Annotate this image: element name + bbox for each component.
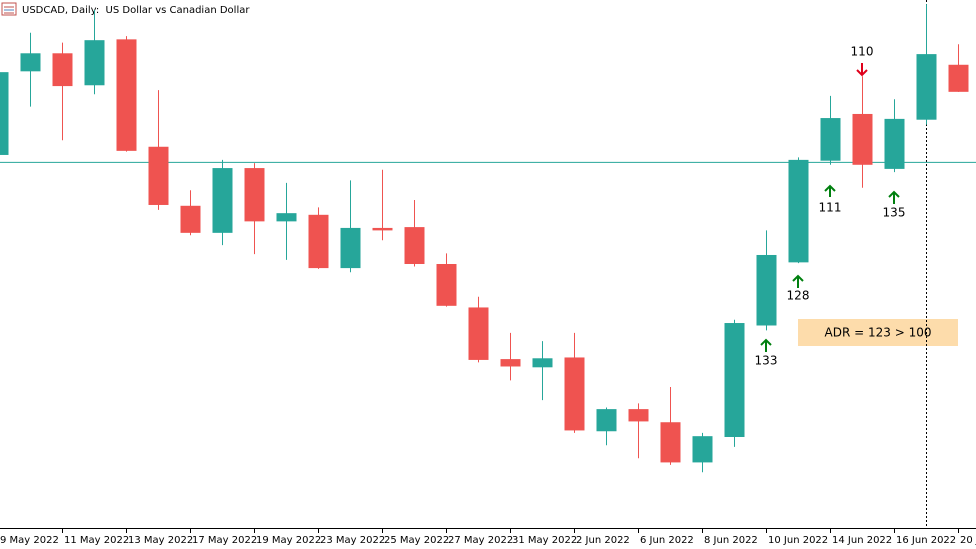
candle	[116, 36, 137, 152]
candle	[276, 182, 297, 260]
candle-body	[596, 409, 617, 432]
x-tick-label: 19 May 2022	[256, 535, 321, 546]
candle	[244, 163, 265, 255]
candle	[52, 42, 73, 141]
candle-body	[212, 168, 233, 233]
x-tick-label: 25 May 2022	[384, 535, 449, 546]
candle	[564, 332, 585, 433]
candle	[852, 76, 873, 188]
candle-body	[916, 54, 937, 120]
candle	[84, 9, 105, 95]
candle	[468, 296, 489, 363]
candle-body	[724, 323, 745, 437]
annotation-label: 135	[883, 206, 906, 220]
candle	[308, 207, 329, 269]
candle-body	[84, 40, 105, 86]
x-tick-label: 2 Jun 2022	[576, 535, 630, 546]
candle-body	[884, 118, 905, 169]
annotation-label: 111	[819, 201, 842, 215]
candle	[404, 200, 425, 267]
candle-body	[660, 422, 681, 463]
candle	[628, 403, 649, 459]
candle-body	[52, 53, 73, 87]
x-tick-label: 23 May 2022	[320, 535, 385, 546]
candle	[884, 99, 905, 173]
candle-body	[372, 227, 393, 231]
candle-body	[564, 357, 585, 431]
x-tick-label: 16 Jun 2022	[896, 535, 956, 546]
candle	[788, 157, 809, 264]
candle-body	[404, 227, 425, 264]
title-icon	[1, 2, 17, 16]
x-tick-label: 31 May 2022	[512, 535, 577, 546]
candle	[532, 341, 553, 401]
candle-body	[308, 214, 329, 269]
x-tick-label: 6 Jun 2022	[640, 535, 694, 546]
candle	[692, 432, 713, 473]
x-tick-label: 8 Jun 2022	[704, 535, 758, 546]
candle	[180, 190, 201, 236]
candle-body	[340, 227, 361, 269]
candle	[20, 32, 41, 107]
candle	[596, 407, 617, 446]
candle-body	[692, 436, 713, 463]
x-tick-label: 17 May 2022	[192, 535, 257, 546]
candle	[212, 159, 233, 246]
x-tick-label: 27 May 2022	[448, 535, 513, 546]
candle	[724, 319, 745, 447]
x-tick-label: 13 May 2022	[128, 535, 193, 546]
candle	[372, 169, 393, 241]
annotation-arrow	[824, 184, 836, 197]
x-tick-label: 9 May 2022	[0, 535, 59, 546]
candle-body	[788, 159, 809, 263]
candle-body	[756, 254, 777, 326]
x-tick-label: 20 Jun 2022	[960, 535, 976, 546]
candle-body	[0, 72, 9, 155]
annotation-arrow	[760, 338, 772, 352]
candle-body	[820, 118, 841, 161]
candle-body	[468, 307, 489, 360]
candle-body	[500, 359, 521, 367]
candle	[948, 44, 969, 92]
candle	[660, 386, 681, 465]
chart-title: USDCAD, Daily: US Dollar vs Canadian Dol…	[22, 5, 250, 16]
annotation-label: 110	[851, 45, 874, 59]
annotation-label: 133	[755, 354, 778, 368]
title-block: USDCAD, Daily: US Dollar vs Canadian Dol…	[1, 2, 250, 16]
annotation-arrow	[856, 63, 868, 77]
candle-body	[948, 64, 969, 92]
annotation-arrow	[792, 274, 804, 288]
candle	[0, 72, 9, 155]
candle-body	[180, 205, 201, 233]
candle-body	[436, 264, 457, 306]
annotation-label: 128	[787, 289, 810, 303]
candle	[340, 180, 361, 273]
x-tick-label: 14 Jun 2022	[832, 535, 892, 546]
candle	[436, 253, 457, 307]
candle	[820, 95, 841, 165]
candle	[756, 230, 777, 331]
candle-body	[20, 53, 41, 72]
candle-body	[628, 409, 649, 422]
adr-box	[798, 319, 958, 346]
candle-body	[852, 113, 873, 165]
candle-body	[148, 146, 169, 205]
candle-body	[532, 358, 553, 368]
candle-body	[244, 168, 265, 222]
x-tick-label: 11 May 2022	[64, 535, 129, 546]
adr-label: ADR = 123 > 100	[825, 326, 932, 340]
candle	[148, 90, 169, 210]
annotation-arrow	[888, 190, 900, 204]
x-tick-label: 10 Jun 2022	[768, 535, 828, 546]
candle-body	[276, 213, 297, 222]
candle	[500, 332, 521, 381]
candle	[916, 4, 937, 125]
candle-body	[116, 39, 137, 151]
